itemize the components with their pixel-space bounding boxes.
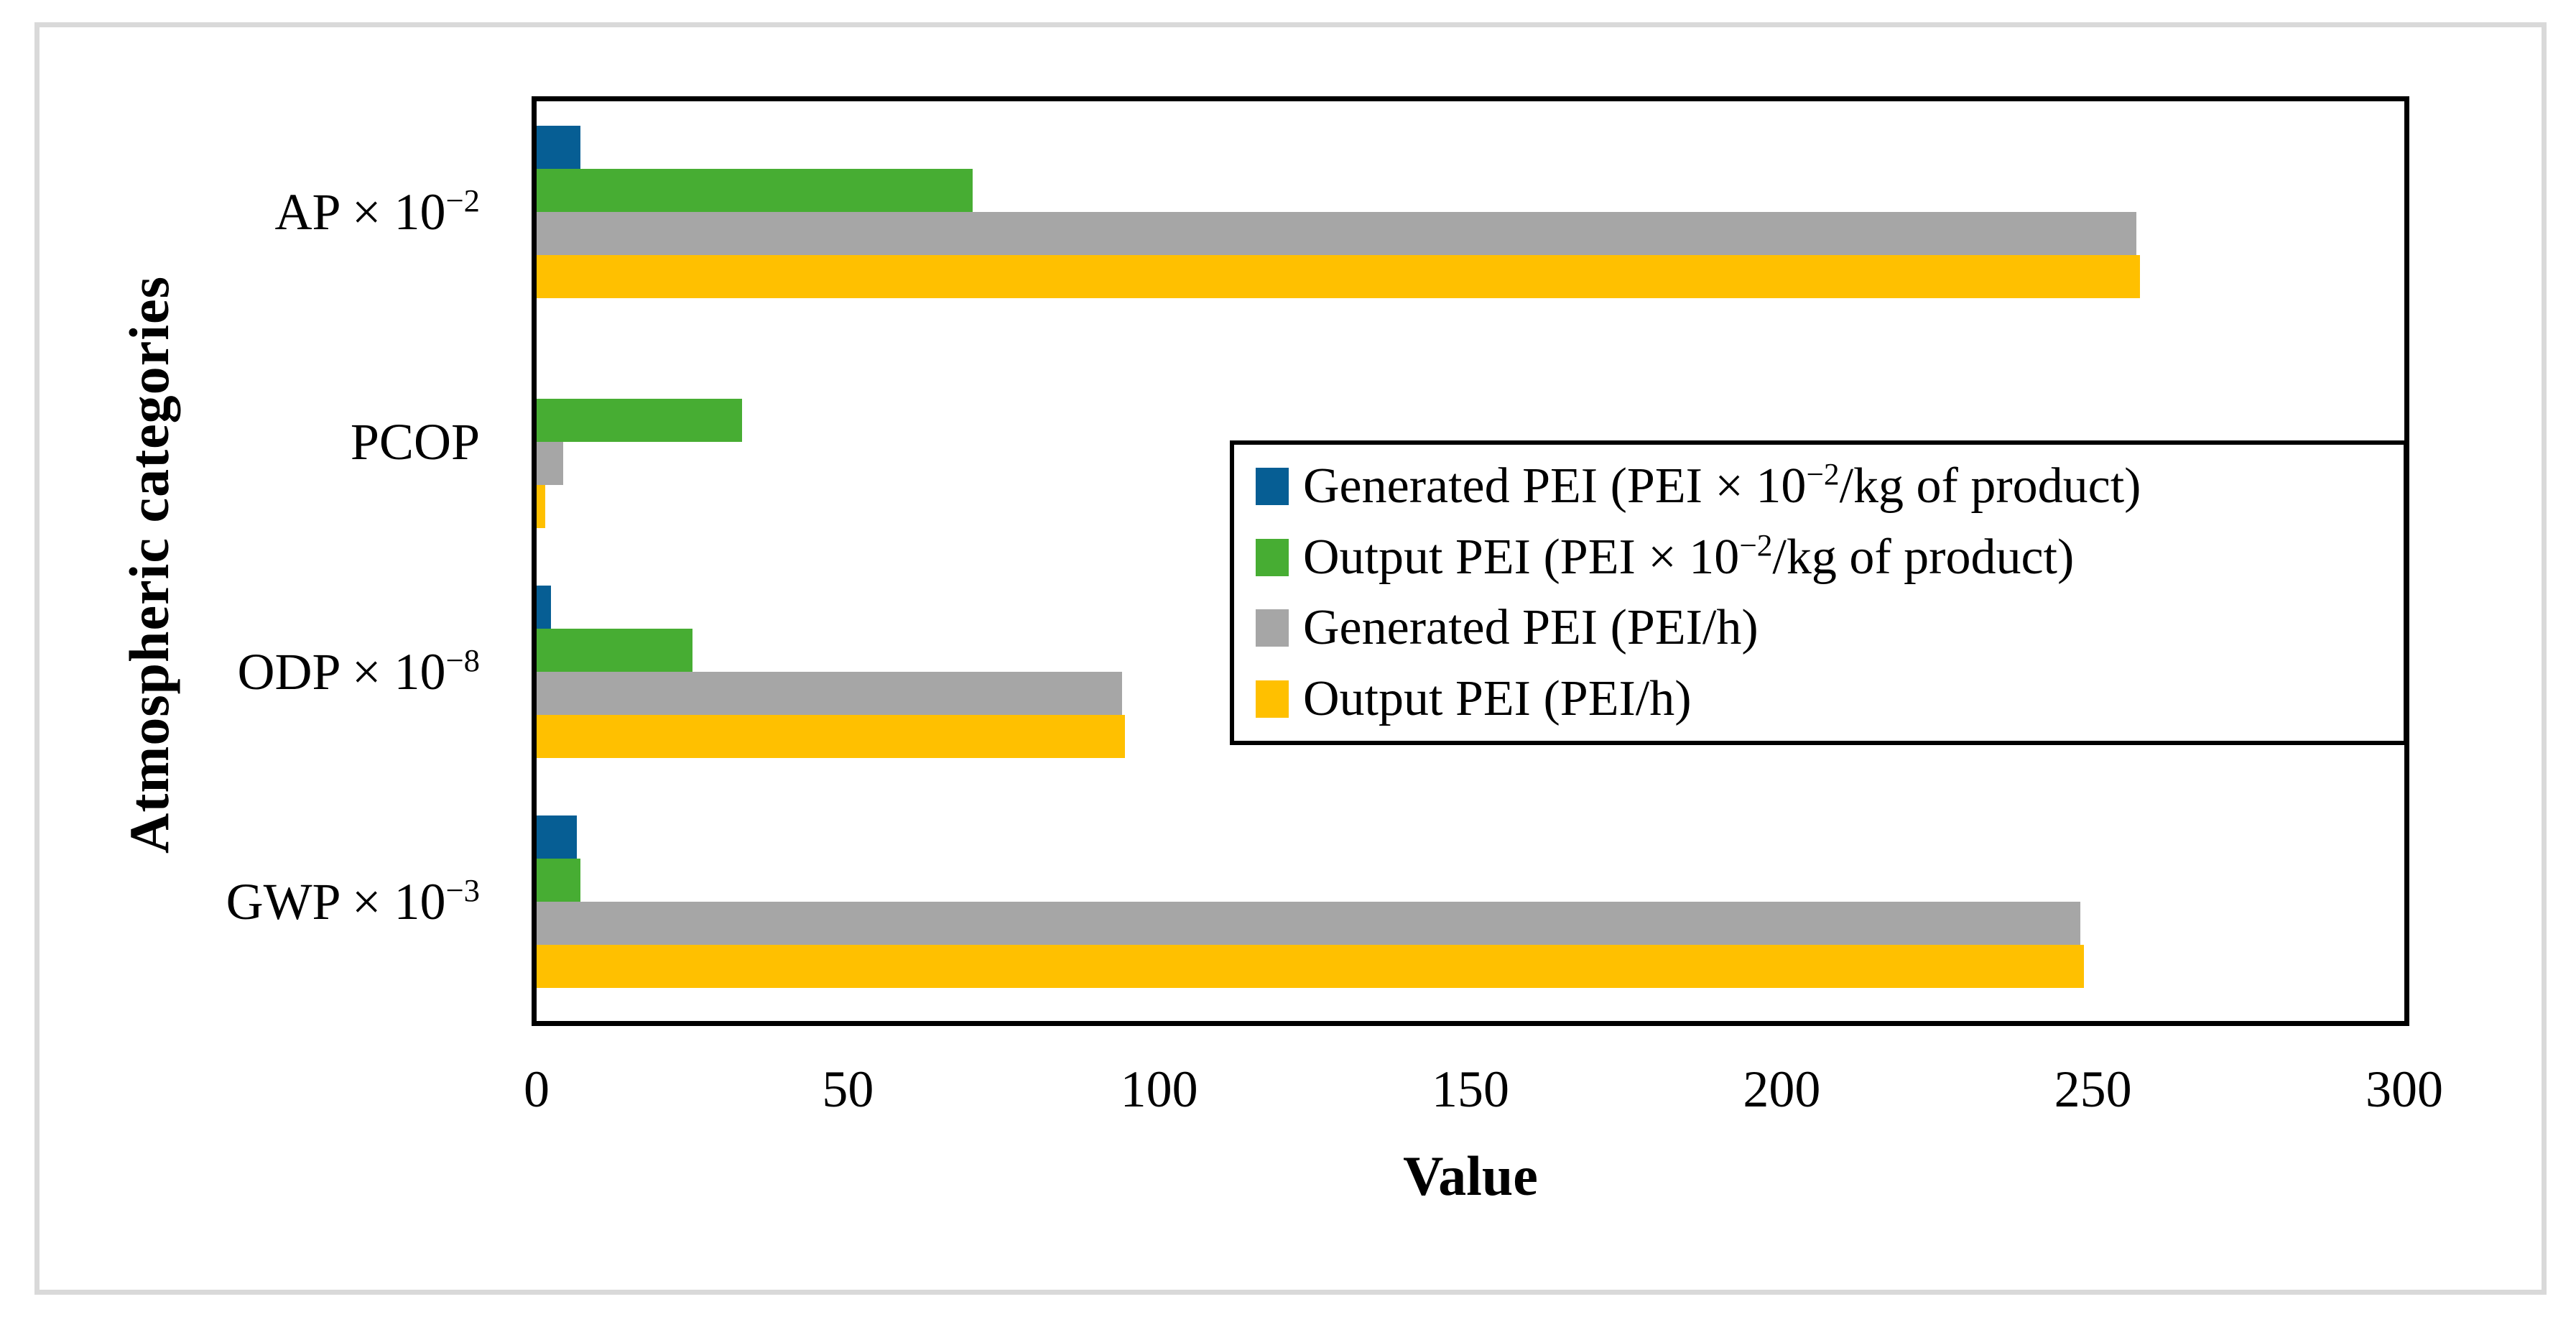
bar-gwp-generated-pei-per-h — [537, 902, 2081, 945]
bar-pcop-generated-pei-per-h — [537, 442, 564, 485]
y-axis-category-labels: AP × 10−2 PCOP ODP × 10−8 GWP × 10−3 — [0, 101, 480, 1021]
legend-item-output-pei-per-h: Output PEI (PEI/h) — [1256, 670, 2404, 728]
legend: Generated PEI (PEI × 10−2/kg of product)… — [1230, 440, 2408, 745]
legend-label-generated-pei-per-h: Generated PEI (PEI/h) — [1303, 599, 1759, 657]
legend-label-generated-pei-per-kg-superscript: −2 — [1806, 458, 1840, 493]
legend-label-output-pei-per-h: Output PEI (PEI/h) — [1303, 670, 1692, 728]
legend-item-generated-pei-per-h: Generated PEI (PEI/h) — [1256, 599, 2404, 657]
legend-label-output-pei-per-kg-text: Output PEI (PEI × 10 — [1303, 529, 1740, 585]
bar-odp-generated-pei-per-kg — [537, 586, 551, 629]
x-tick-label-150: 150 — [1432, 1060, 1509, 1118]
y-category-label-gwp-superscript: −3 — [445, 872, 480, 908]
bar-ap-output-pei-per-h — [537, 255, 2140, 298]
y-category-label-odp: ODP × 10−8 — [0, 642, 480, 702]
x-tick-label-0: 0 — [524, 1060, 550, 1118]
figure-frame — [34, 22, 2547, 1295]
legend-label-generated-pei-per-h-text: Generated PEI (PEI/h) — [1303, 600, 1759, 656]
bar-series-container — [537, 101, 2404, 1021]
x-tick-label-200: 200 — [1743, 1060, 1821, 1118]
x-tick-label-300: 300 — [2366, 1060, 2443, 1118]
legend-label-generated-pei-per-kg-text: Generated PEI (PEI × 10 — [1303, 458, 1807, 514]
bar-ap-generated-pei-per-h — [537, 212, 2137, 255]
legend-label-output-pei-per-kg: Output PEI (PEI × 10−2/kg of product) — [1303, 529, 2074, 586]
y-category-label-odp-superscript: −8 — [445, 642, 480, 678]
x-tick-label-100: 100 — [1120, 1060, 1198, 1118]
x-tick-label-250: 250 — [2054, 1060, 2132, 1118]
legend-swatch-output-pei-per-kg — [1256, 538, 1289, 576]
bar-pcop-output-pei-per-h — [537, 485, 546, 528]
legend-label-generated-pei-per-kg-text-suffix: /kg of product) — [1839, 458, 2141, 514]
y-category-label-pcop: PCOP — [0, 412, 480, 472]
y-category-label-gwp-text: GWP × 10 — [226, 873, 446, 930]
y-category-label-odp-text: ODP × 10 — [237, 643, 446, 701]
bar-gwp-output-pei-per-kg — [537, 859, 580, 902]
x-axis-title: Value — [1403, 1145, 1538, 1207]
legend-swatch-generated-pei-per-h — [1256, 609, 1289, 647]
bar-odp-output-pei-per-kg — [537, 629, 692, 672]
legend-label-output-pei-per-kg-superscript: −2 — [1739, 528, 1773, 563]
y-category-label-ap-text: AP × 10 — [274, 183, 446, 241]
bar-gwp-generated-pei-per-kg — [537, 815, 578, 859]
legend-label-output-pei-per-h-text: Output PEI (PEI/h) — [1303, 670, 1692, 726]
bar-gwp-output-pei-per-h — [537, 945, 2084, 988]
x-tick-label-50: 50 — [822, 1060, 874, 1118]
legend-label-generated-pei-per-kg: Generated PEI (PEI × 10−2/kg of product) — [1303, 458, 2141, 515]
legend-swatch-output-pei-per-h — [1256, 680, 1289, 718]
legend-label-output-pei-per-kg-text-suffix: /kg of product) — [1772, 529, 2075, 585]
bar-pcop-output-pei-per-kg — [537, 399, 742, 442]
y-category-label-ap-superscript: −2 — [445, 182, 480, 218]
legend-item-output-pei-per-kg: Output PEI (PEI × 10−2/kg of product) — [1256, 529, 2404, 586]
y-category-label-pcop-text: PCOP — [350, 413, 480, 471]
legend-swatch-generated-pei-per-kg — [1256, 468, 1289, 506]
bar-odp-output-pei-per-h — [537, 715, 1125, 758]
bar-ap-generated-pei-per-kg — [537, 126, 580, 169]
legend-item-generated-pei-per-kg: Generated PEI (PEI × 10−2/kg of product) — [1256, 458, 2404, 515]
bar-ap-output-pei-per-kg — [537, 169, 973, 212]
bar-odp-generated-pei-per-h — [537, 672, 1122, 715]
y-category-label-gwp: GWP × 10−3 — [0, 872, 480, 932]
y-category-label-ap: AP × 10−2 — [0, 182, 480, 242]
x-axis-tick-labels: 0 50 100 150 200 250 300 — [524, 1059, 2443, 1124]
